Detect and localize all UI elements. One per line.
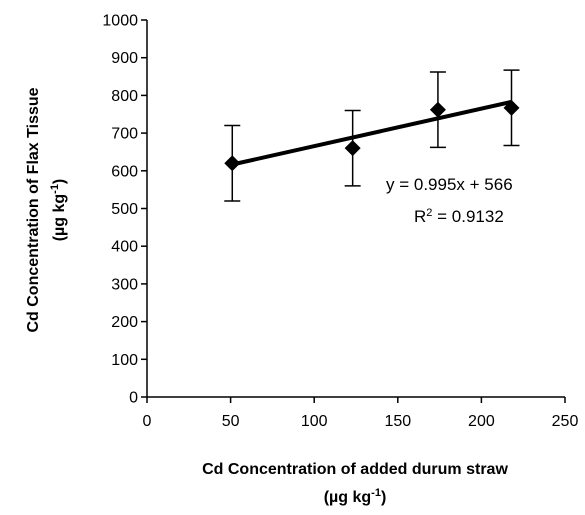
- equation-label: y = 0.995x + 566: [386, 175, 513, 194]
- y-tick-label: 100: [111, 352, 138, 369]
- y-tick-label: 800: [111, 88, 138, 105]
- x-tick-label: 100: [301, 413, 328, 430]
- data-point: [429, 101, 446, 118]
- y-tick-label: 700: [111, 126, 138, 143]
- y-tick-label: 200: [111, 314, 138, 331]
- x-tick-label: 250: [552, 413, 579, 430]
- data-point: [503, 99, 520, 116]
- y-tick-label: 600: [111, 163, 138, 180]
- y-tick-label: 1000: [102, 13, 138, 30]
- x-tick-label: 0: [143, 413, 152, 430]
- r-squared-label: R2 = 0.9132: [414, 207, 504, 226]
- x-axis-unit: (µg kg-1): [324, 487, 387, 506]
- x-ticks: 0 50 100 150 200 250: [143, 397, 579, 430]
- y-tick-label: 500: [111, 201, 138, 218]
- x-tick-label: 50: [222, 413, 240, 430]
- x-axis-title: Cd Concentration of added durum straw: [202, 461, 508, 478]
- y-axis-title: Cd Concentration of Flax Tissue: [25, 87, 42, 332]
- y-tick-label: 900: [111, 50, 138, 67]
- data-point: [224, 155, 241, 172]
- x-tick-label: 150: [384, 413, 411, 430]
- y-ticks: 0 100 200 300 400 500 600 700 800 900 1000: [102, 13, 147, 407]
- x-tick-label: 200: [468, 413, 495, 430]
- y-tick-label: 300: [111, 276, 138, 293]
- y-tick-label: 400: [111, 239, 138, 256]
- data-point: [344, 140, 361, 157]
- data-points: [224, 99, 520, 172]
- y-tick-label: 0: [129, 390, 138, 407]
- trendline: [231, 99, 512, 167]
- y-axis-unit: (µg kg-1): [49, 179, 68, 242]
- trendline-group: [231, 99, 512, 167]
